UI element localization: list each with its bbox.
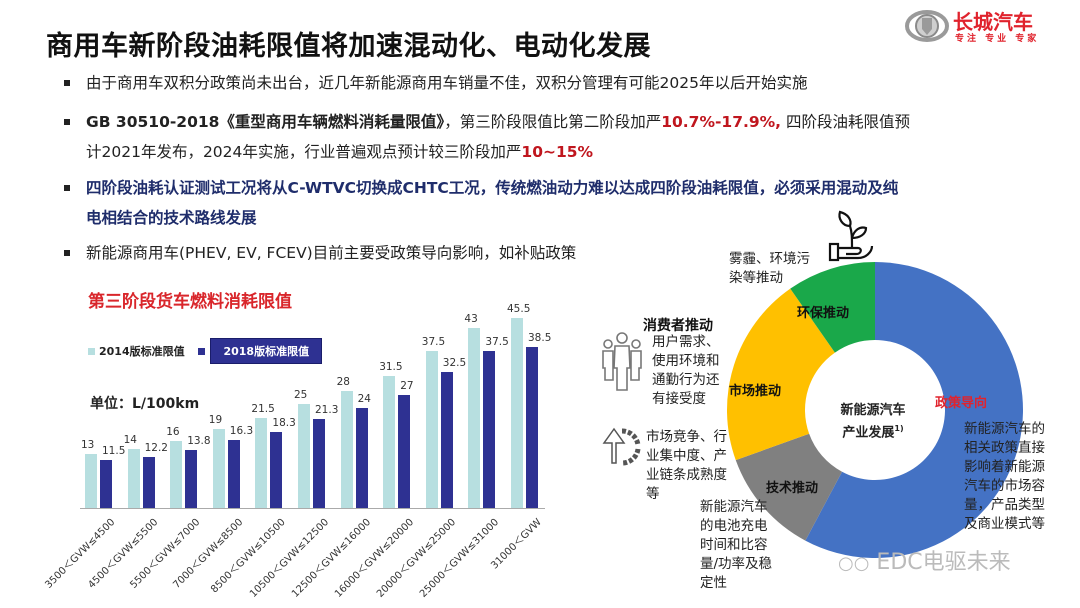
bar-2018 bbox=[440, 372, 453, 508]
bar-chart-axis bbox=[80, 508, 545, 509]
bar-value-label: 13.8 bbox=[187, 435, 211, 448]
donut-center-label: 新能源汽车 产业发展1) bbox=[840, 403, 906, 441]
page-title: 商用车新阶段油耗限值将加速混动化、电动化发展 bbox=[46, 31, 651, 62]
bar-value-label: 21.3 bbox=[315, 403, 339, 416]
x-axis-label: 20000＜GVW≤25000 bbox=[375, 516, 459, 600]
bar-chart-plot: 13 11.5 14 12.2 16 13.8 19 16.3 21.5 18.3 25 21.3 28… bbox=[80, 280, 552, 508]
bar-value-label: 19 bbox=[208, 413, 223, 426]
bar-2014 bbox=[383, 376, 396, 508]
bar-2018 bbox=[100, 459, 112, 508]
donut-segment bbox=[790, 262, 875, 353]
donut-segment bbox=[727, 288, 835, 461]
bar-2014 bbox=[127, 449, 140, 508]
bullet-marker bbox=[64, 80, 70, 86]
segment-label-policy: 政策导向 bbox=[935, 396, 988, 411]
bar-2014 bbox=[511, 317, 523, 508]
bar-2018 bbox=[227, 439, 240, 508]
bar-value-label: 37.5 bbox=[421, 336, 446, 349]
bullet-3: 四阶段油耗认证测试工况将从C-WTVC切换成CHTC工况，传统燃油动力难以达成四… bbox=[64, 173, 898, 233]
x-axis-label: 8500＜GVW≤10500 bbox=[209, 516, 289, 596]
bar-value-label: 37.5 bbox=[485, 336, 509, 349]
bar-2014 bbox=[468, 328, 481, 508]
people-group-icon bbox=[602, 332, 642, 391]
x-axis-label: 25000＜GVW≤31000 bbox=[417, 516, 502, 600]
bar-2014 bbox=[255, 418, 268, 508]
bar-2014 bbox=[212, 428, 225, 508]
brand-logo: 长城汽车 专注 专业 专家 bbox=[905, 6, 1075, 46]
x-axis-label: 12500＜GVW≤16000 bbox=[290, 516, 374, 600]
bar-2014 bbox=[340, 390, 353, 508]
bullet-2: GB 30510-2018《重型商用车辆燃料消耗量限值》，第三阶段限值比第二阶段… bbox=[64, 107, 910, 167]
logo-emblem-icon bbox=[905, 10, 949, 42]
env-description: 雾霾、环境污 染等推动 bbox=[729, 251, 810, 286]
bar-value-label: 16 bbox=[166, 426, 180, 439]
legend-swatch-2018 bbox=[198, 347, 206, 355]
bar-chart-unit: 单位：L/100km bbox=[90, 396, 200, 412]
bar-chart-legend: 2014版标准限值 2018版标准限值 bbox=[88, 338, 323, 364]
bullet-marker bbox=[64, 250, 70, 256]
bar-chart-x-labels: 3500＜GVW≤4500 4500＜GVW≤5500 5500＜GVW≤7000 7… bbox=[0, 510, 560, 608]
bar-value-label: 24 bbox=[357, 392, 371, 405]
bar-2018 bbox=[398, 395, 411, 508]
donut-segment bbox=[735, 433, 843, 541]
bar-value-label: 13 bbox=[81, 438, 95, 451]
segment-label-tech: 技术推动 bbox=[766, 481, 819, 496]
segment-label-market: 市场推动 bbox=[729, 384, 782, 399]
bullet-marker bbox=[64, 185, 70, 191]
bar-chart-title: 第三阶段货车燃料消耗限值 bbox=[88, 292, 292, 312]
consumer-description: 用户需求、 使用环境和 通勤行为还 有接受度 bbox=[652, 334, 720, 407]
bullet-marker bbox=[64, 119, 70, 125]
policy-description: 新能源汽车的 相关政策直接 影响着新能源 汽车的市场容 量，产品类型 及商业模式… bbox=[964, 421, 1045, 532]
bar-value-label: 12.2 bbox=[144, 442, 168, 454]
bullet-4: 新能源商用车(PHEV, EV, FCEV)目前主要受政策导向影响，如补贴政策 bbox=[64, 238, 576, 268]
legend-swatch-2014 bbox=[88, 347, 95, 355]
recycle-arrow-icon bbox=[602, 427, 641, 466]
bar-2018 bbox=[526, 347, 538, 508]
bullet-1: 由于商用车双积分政策尚未出台，近几年新能源商用车销量不佳，双积分管理有可能202… bbox=[64, 68, 807, 98]
bar-value-label: 25 bbox=[294, 388, 308, 401]
bar-value-label: 21.5 bbox=[251, 403, 275, 416]
logo-text: 长城汽车 bbox=[953, 10, 1033, 34]
bar-2018 bbox=[313, 418, 325, 508]
tech-description: 新能源汽车 的电池充电 时间和比容 量/功率及稳 定性 bbox=[700, 499, 773, 591]
bar-value-label: 32.5 bbox=[442, 357, 467, 370]
consumer-title: 消费者推动 bbox=[643, 318, 713, 334]
watermark: ○○ EDC电驱未来 bbox=[838, 550, 1011, 575]
bar-2018 bbox=[142, 457, 155, 508]
bar-value-label: 16.3 bbox=[229, 424, 254, 437]
bar-2018 bbox=[355, 407, 368, 508]
bar-value-label: 28 bbox=[336, 375, 350, 388]
bar-2018 bbox=[185, 450, 198, 508]
bar-2018 bbox=[270, 431, 283, 508]
bar-2014 bbox=[425, 351, 438, 508]
bar-value-label: 27 bbox=[400, 380, 414, 393]
bar-value-label: 14 bbox=[123, 434, 137, 447]
bar-value-label: 31.5 bbox=[379, 361, 403, 374]
plant-in-hand-icon bbox=[828, 210, 874, 262]
logo-slogan: 专注 专业 专家 bbox=[955, 34, 1040, 44]
donut-segment bbox=[805, 262, 1023, 558]
segment-label-env: 环保推动 bbox=[797, 306, 850, 321]
bar-2014 bbox=[85, 453, 97, 508]
bar-value-label: 38.5 bbox=[528, 332, 552, 345]
donut-chart bbox=[727, 262, 1023, 558]
bar-value-label: 18.3 bbox=[272, 416, 296, 429]
bar-value-label: 45.5 bbox=[507, 302, 531, 315]
bar-value-label: 11.5 bbox=[102, 444, 126, 457]
bar-2014 bbox=[170, 441, 183, 508]
market-description: 市场竞争、行 业集中度、产 业链条成熟度 等 bbox=[646, 429, 727, 502]
x-axis-label: 3500＜GVW≤4500 bbox=[43, 516, 118, 591]
wechat-icon: ○○ bbox=[838, 553, 870, 574]
bar-value-label: 43 bbox=[464, 313, 478, 326]
bar-2014 bbox=[298, 403, 310, 508]
bar-2018 bbox=[483, 351, 496, 508]
